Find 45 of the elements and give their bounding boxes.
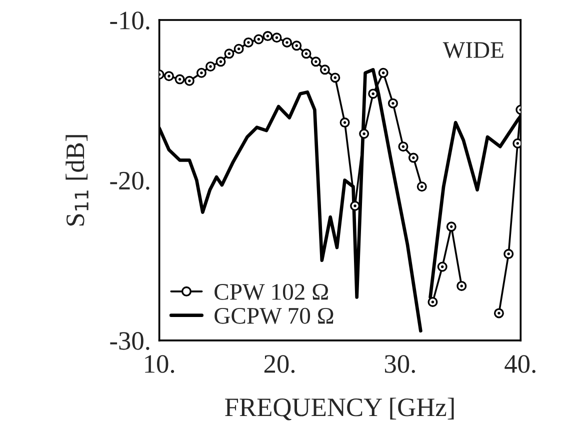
y-tick-label: -20. xyxy=(110,172,150,190)
y-axis-title: S$_{11}$ [dB] xyxy=(66,135,88,226)
point xyxy=(359,128,370,139)
point xyxy=(388,98,398,108)
point xyxy=(446,222,456,232)
y-tick-label: -30. xyxy=(110,332,150,350)
point xyxy=(428,296,438,307)
point xyxy=(310,56,321,67)
point xyxy=(437,262,448,272)
point xyxy=(272,32,282,43)
x-tick-label: 40. xyxy=(504,355,536,373)
y-tick-label: -10. xyxy=(110,12,150,30)
point xyxy=(398,142,408,152)
point xyxy=(174,74,185,84)
point xyxy=(254,34,264,44)
point xyxy=(262,31,273,42)
point xyxy=(504,248,514,259)
point xyxy=(196,68,206,78)
point xyxy=(320,64,330,75)
point xyxy=(282,37,292,48)
point xyxy=(408,152,418,163)
point xyxy=(368,88,378,99)
point xyxy=(330,72,340,83)
point xyxy=(224,48,234,59)
x-tick-label: 30. xyxy=(384,355,415,373)
point xyxy=(378,68,388,78)
x-axis-title: FREQUENCY [GHz] xyxy=(225,398,454,420)
legend-label: CPW 102 Ω xyxy=(214,284,328,300)
point xyxy=(301,48,312,59)
point xyxy=(206,61,216,72)
annotation: WIDE xyxy=(442,42,504,58)
point xyxy=(234,44,244,54)
point xyxy=(456,280,467,291)
legend-label: GCPW 70 Ω xyxy=(214,308,334,324)
point xyxy=(350,200,360,211)
point xyxy=(216,56,226,67)
point xyxy=(184,76,194,86)
x-tick-label: 20. xyxy=(264,355,295,373)
point xyxy=(494,308,504,318)
point xyxy=(243,37,254,48)
point xyxy=(340,118,350,128)
point xyxy=(292,40,302,51)
point xyxy=(416,182,427,192)
x-tick-label: 10. xyxy=(145,355,174,373)
point xyxy=(164,71,174,82)
